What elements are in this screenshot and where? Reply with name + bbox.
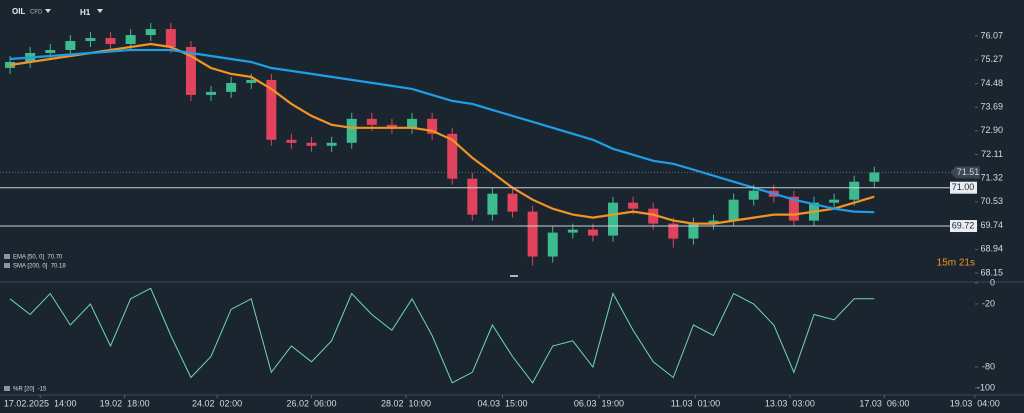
level-label-box bbox=[950, 220, 977, 233]
indicator-line bbox=[9, 42, 875, 225]
candle-body bbox=[829, 199, 840, 203]
y-tick-label: 70.53 bbox=[980, 196, 1003, 206]
candle-body bbox=[306, 142, 317, 146]
x-tick-label: 06.03 19:00 bbox=[574, 398, 624, 408]
candle-body bbox=[206, 91, 217, 95]
candle-body bbox=[45, 49, 56, 53]
candle-body bbox=[326, 142, 337, 146]
y-tick-label: 71.32 bbox=[980, 172, 1003, 182]
pane-handle[interactable] bbox=[510, 275, 518, 277]
candle-body bbox=[125, 35, 136, 45]
candle-timer: 15m 21s bbox=[937, 258, 975, 269]
y-tick-label: -80 bbox=[982, 361, 995, 371]
candle-body bbox=[185, 47, 196, 95]
last-price-label: 71.51 bbox=[957, 167, 980, 177]
y-tick-label: 75.27 bbox=[980, 54, 1003, 64]
candle-body bbox=[849, 181, 860, 200]
candle-body bbox=[648, 208, 659, 224]
y-tick-label: 72.11 bbox=[981, 149, 1003, 159]
y-tick-label: 73.69 bbox=[980, 102, 1003, 112]
candle-body bbox=[728, 199, 739, 221]
candle-body bbox=[608, 202, 619, 236]
y-tick-label: 68.94 bbox=[980, 244, 1003, 254]
legend-entry: %R [20] -15 bbox=[13, 387, 47, 393]
legend-entry: SMA [200, 0] 70.18 bbox=[13, 264, 66, 270]
y-tick-label: 76.07 bbox=[980, 30, 1003, 40]
indicator-line bbox=[9, 48, 875, 214]
last-price-box bbox=[950, 166, 980, 179]
legend-icon bbox=[4, 263, 10, 268]
symbol: OIL bbox=[12, 7, 25, 16]
candle-body bbox=[266, 79, 277, 140]
y-tick-label: 69.74 bbox=[980, 220, 1003, 230]
candle-body bbox=[628, 202, 639, 209]
candle-body bbox=[708, 220, 719, 224]
candle-body bbox=[246, 79, 257, 83]
level-label: 69.72 bbox=[952, 220, 975, 230]
x-tick-label: 13.03 03:00 bbox=[765, 398, 815, 408]
candle-body bbox=[165, 29, 176, 47]
candle-body bbox=[105, 38, 116, 45]
instrument-kind[interactable]: CFD bbox=[30, 10, 43, 16]
x-tick-label: 11.03 01:00 bbox=[671, 398, 720, 408]
candle-body bbox=[226, 82, 237, 92]
price-pane bbox=[5, 23, 880, 266]
candle-body bbox=[507, 193, 518, 212]
x-tick-label: 28.02 10:00 bbox=[381, 398, 431, 408]
x-tick-label: 26.02 06:00 bbox=[287, 398, 337, 408]
y-tick-label: 68.15 bbox=[980, 267, 1003, 277]
candle-body bbox=[668, 223, 679, 239]
x-tick-label: 19.03 04:00 bbox=[950, 398, 1000, 408]
candle-body bbox=[547, 232, 558, 257]
y-tick-label: 0 bbox=[990, 277, 995, 287]
legend-entry: EMA [50, 0] 70.70 bbox=[13, 255, 63, 261]
legend-icon bbox=[4, 386, 10, 391]
candle-body bbox=[447, 133, 458, 179]
candle-body bbox=[386, 124, 397, 128]
timeframe[interactable]: H1 bbox=[80, 8, 91, 17]
candle-body bbox=[346, 118, 357, 143]
level-label: 71.00 bbox=[952, 182, 975, 192]
candle-body bbox=[788, 196, 799, 221]
legend-icon bbox=[4, 254, 10, 259]
level-label-box bbox=[950, 181, 977, 194]
candle-body bbox=[407, 118, 418, 128]
candle-body bbox=[587, 229, 598, 236]
y-tick-label: 74.48 bbox=[980, 78, 1003, 88]
x-tick-label: 19.02 18:00 bbox=[100, 398, 150, 408]
dropdown-icon[interactable] bbox=[45, 9, 51, 13]
candle-body bbox=[487, 193, 498, 215]
dropdown-icon[interactable] bbox=[97, 9, 103, 13]
candle-body bbox=[688, 223, 699, 239]
candle-body bbox=[467, 178, 478, 215]
y-tick-label: 72.90 bbox=[980, 125, 1003, 135]
indicator-line bbox=[9, 287, 875, 384]
x-tick-label: 04.03 15:00 bbox=[477, 398, 527, 408]
candle-body bbox=[286, 139, 297, 143]
x-tick-label: 24.02 02:00 bbox=[192, 398, 242, 408]
candle-body bbox=[567, 229, 578, 233]
x-tick-label: 17.03 06:00 bbox=[859, 398, 909, 408]
candle-body bbox=[748, 190, 759, 200]
candle-body bbox=[427, 118, 438, 134]
candle-body bbox=[65, 41, 76, 50]
candle-body bbox=[869, 172, 880, 182]
candle-body bbox=[366, 118, 377, 125]
x-tick-label: 17.02.2025 14:00 bbox=[4, 398, 77, 408]
candle-body bbox=[145, 29, 156, 36]
y-tick-label: -20 bbox=[982, 298, 995, 308]
y-tick-label: -100 bbox=[977, 382, 995, 392]
candle-body bbox=[527, 211, 538, 257]
candle-body bbox=[85, 38, 96, 42]
